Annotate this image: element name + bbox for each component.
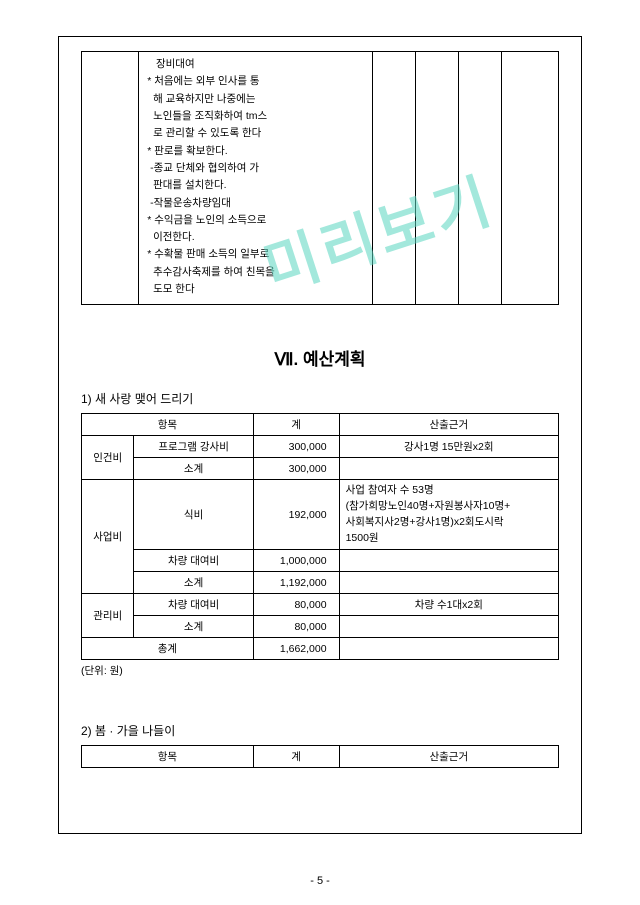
table-row: 사업비 식비 192,000 사업 참여자 수 53명 (참가희망노인40명+자…: [82, 480, 559, 550]
table-row: 관리비 차량 대여비 80,000 차량 수1대x2회: [82, 594, 559, 616]
line: * 수확물 판매 소득의 일부로: [147, 246, 366, 263]
item-basis: 강사1명 15만원x2회: [339, 436, 558, 458]
subtotal-label: 소계: [134, 458, 253, 480]
subtotal-amount: 80,000: [253, 616, 339, 638]
table-row: 인건비 프로그램 강사비 300,000 강사1명 15만원x2회: [82, 436, 559, 458]
group-label: 사업비: [82, 480, 134, 594]
subtotal-amount: 300,000: [253, 458, 339, 480]
item-name: 식비: [134, 480, 253, 550]
line: 노인들을 조직화하여 tm스: [147, 108, 366, 125]
subtotal-label: 소계: [134, 572, 253, 594]
line: 장비대여: [147, 56, 366, 73]
subsection-heading-2: 2) 봄 · 가을 나들이: [81, 722, 559, 739]
item-name: 프로그램 강사비: [134, 436, 253, 458]
col-sum: 계: [253, 414, 339, 436]
table-row: 소계 300,000: [82, 458, 559, 480]
activity-detail-cell: 장비대여 * 처음에는 외부 인사를 통 해 교육하지만 나중에는 노인들을 조…: [139, 52, 373, 305]
table-row: 차량 대여비 1,000,000: [82, 550, 559, 572]
line: 판대를 설치한다.: [147, 177, 366, 194]
item-basis: 사업 참여자 수 53명 (참가희망노인40명+자원봉사자10명+ 사회복지사2…: [339, 480, 558, 550]
item-basis: 차량 수1대x2회: [339, 594, 558, 616]
line: * 판로를 확보한다.: [147, 143, 366, 160]
empty-cell: [82, 52, 139, 305]
col-basis: 산출근거: [339, 746, 558, 768]
unit-note: (단위: 원): [81, 663, 559, 678]
table-row: 소계 1,192,000: [82, 572, 559, 594]
col-item: 항목: [82, 746, 254, 768]
subtotal-label: 소계: [134, 616, 253, 638]
page-frame: 미리보기 장비대여 * 처음에는 외부 인사를 통 해 교육하지만 나중에는 노…: [58, 36, 582, 834]
table-row: 총계 1,662,000: [82, 638, 559, 660]
subsection-heading-1: 1) 새 사랑 맺어 드리기: [81, 390, 559, 407]
col-basis: 산출근거: [339, 414, 558, 436]
item-basis: [339, 550, 558, 572]
empty-cell: [415, 52, 458, 305]
group-label: 관리비: [82, 594, 134, 638]
line: 도모 한다: [147, 281, 366, 298]
item-name: 차량 대여비: [134, 550, 253, 572]
subtotal-basis: [339, 616, 558, 638]
line: 이전한다.: [147, 229, 366, 246]
line: -종교 단체와 협의하여 가: [147, 160, 366, 177]
page-number: - 5 -: [0, 875, 640, 887]
budget-table-2: 항목 계 산출근거: [81, 745, 559, 768]
top-continuation-table: 장비대여 * 처음에는 외부 인사를 통 해 교육하지만 나중에는 노인들을 조…: [81, 51, 559, 305]
subtotal-amount: 1,192,000: [253, 572, 339, 594]
item-amount: 80,000: [253, 594, 339, 616]
empty-cell: [372, 52, 415, 305]
empty-cell: [501, 52, 558, 305]
line: * 수익금을 노인의 소득으로: [147, 212, 366, 229]
table-header-row: 항목 계 산출근거: [82, 746, 559, 768]
budget-table-1: 항목 계 산출근거 인건비 프로그램 강사비 300,000 강사1명 15만원…: [81, 413, 559, 660]
line: 해 교육하지만 나중에는: [147, 91, 366, 108]
bullet-list: 장비대여 * 처음에는 외부 인사를 통 해 교육하지만 나중에는 노인들을 조…: [147, 56, 366, 298]
total-basis: [339, 638, 558, 660]
empty-cell: [458, 52, 501, 305]
table-row: 소계 80,000: [82, 616, 559, 638]
item-amount: 192,000: [253, 480, 339, 550]
line: * 처음에는 외부 인사를 통: [147, 73, 366, 90]
line: 추수감사축제를 하여 친목을: [147, 264, 366, 281]
subtotal-basis: [339, 572, 558, 594]
col-sum: 계: [253, 746, 339, 768]
item-name: 차량 대여비: [134, 594, 253, 616]
item-amount: 1,000,000: [253, 550, 339, 572]
total-label: 총계: [82, 638, 254, 660]
subtotal-basis: [339, 458, 558, 480]
section-title: Ⅶ. 예산계획: [81, 345, 559, 370]
line: 로 관리할 수 있도록 한다: [147, 125, 366, 142]
item-amount: 300,000: [253, 436, 339, 458]
line: -작물운송차량임대: [147, 195, 366, 212]
total-amount: 1,662,000: [253, 638, 339, 660]
table-header-row: 항목 계 산출근거: [82, 414, 559, 436]
col-item: 항목: [82, 414, 254, 436]
group-label: 인건비: [82, 436, 134, 480]
table-row: 장비대여 * 처음에는 외부 인사를 통 해 교육하지만 나중에는 노인들을 조…: [82, 52, 559, 305]
